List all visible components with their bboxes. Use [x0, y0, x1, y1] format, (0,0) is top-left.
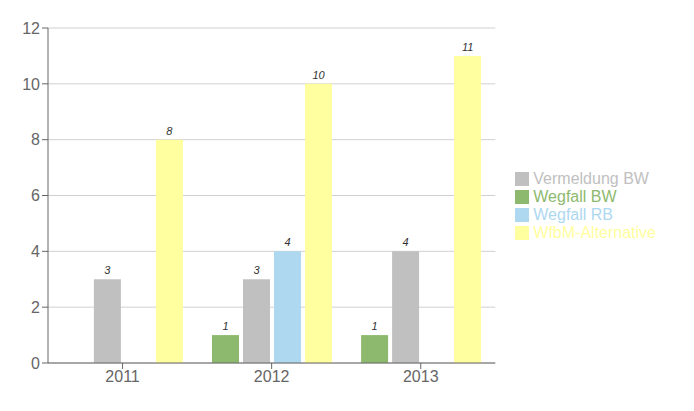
- svg-text:0: 0: [31, 355, 40, 372]
- svg-text:1: 1: [222, 320, 228, 332]
- svg-text:2012: 2012: [254, 368, 290, 385]
- html-text:WfbM-Alternative: WfbM-Alternative: [533, 223, 656, 241]
- svg-text:2: 2: [31, 299, 40, 316]
- svg-text:11: 11: [462, 41, 473, 53]
- svg-text:8: 8: [166, 125, 173, 137]
- svg-text:2011: 2011: [105, 368, 140, 385]
- svg-text:8: 8: [31, 131, 40, 148]
- html-text:Wegfall BW: Wegfall BW: [533, 187, 617, 205]
- svg-text:4: 4: [403, 236, 409, 248]
- svg-text:1: 1: [372, 320, 378, 332]
- svg-text:12: 12: [22, 20, 40, 37]
- html-text:Vermeldung BW: Vermeldung BW: [533, 169, 649, 187]
- svg-text:10: 10: [22, 76, 40, 93]
- svg-text:4: 4: [284, 236, 290, 248]
- svg-text:6: 6: [31, 187, 40, 204]
- svg-text:3: 3: [253, 264, 260, 276]
- svg-text:10: 10: [312, 69, 325, 81]
- svg-text:2013: 2013: [403, 368, 439, 385]
- svg-text:4: 4: [31, 243, 40, 260]
- svg-text:3: 3: [104, 264, 111, 276]
- html-text:Wegfall RB: Wegfall RB: [533, 205, 613, 223]
